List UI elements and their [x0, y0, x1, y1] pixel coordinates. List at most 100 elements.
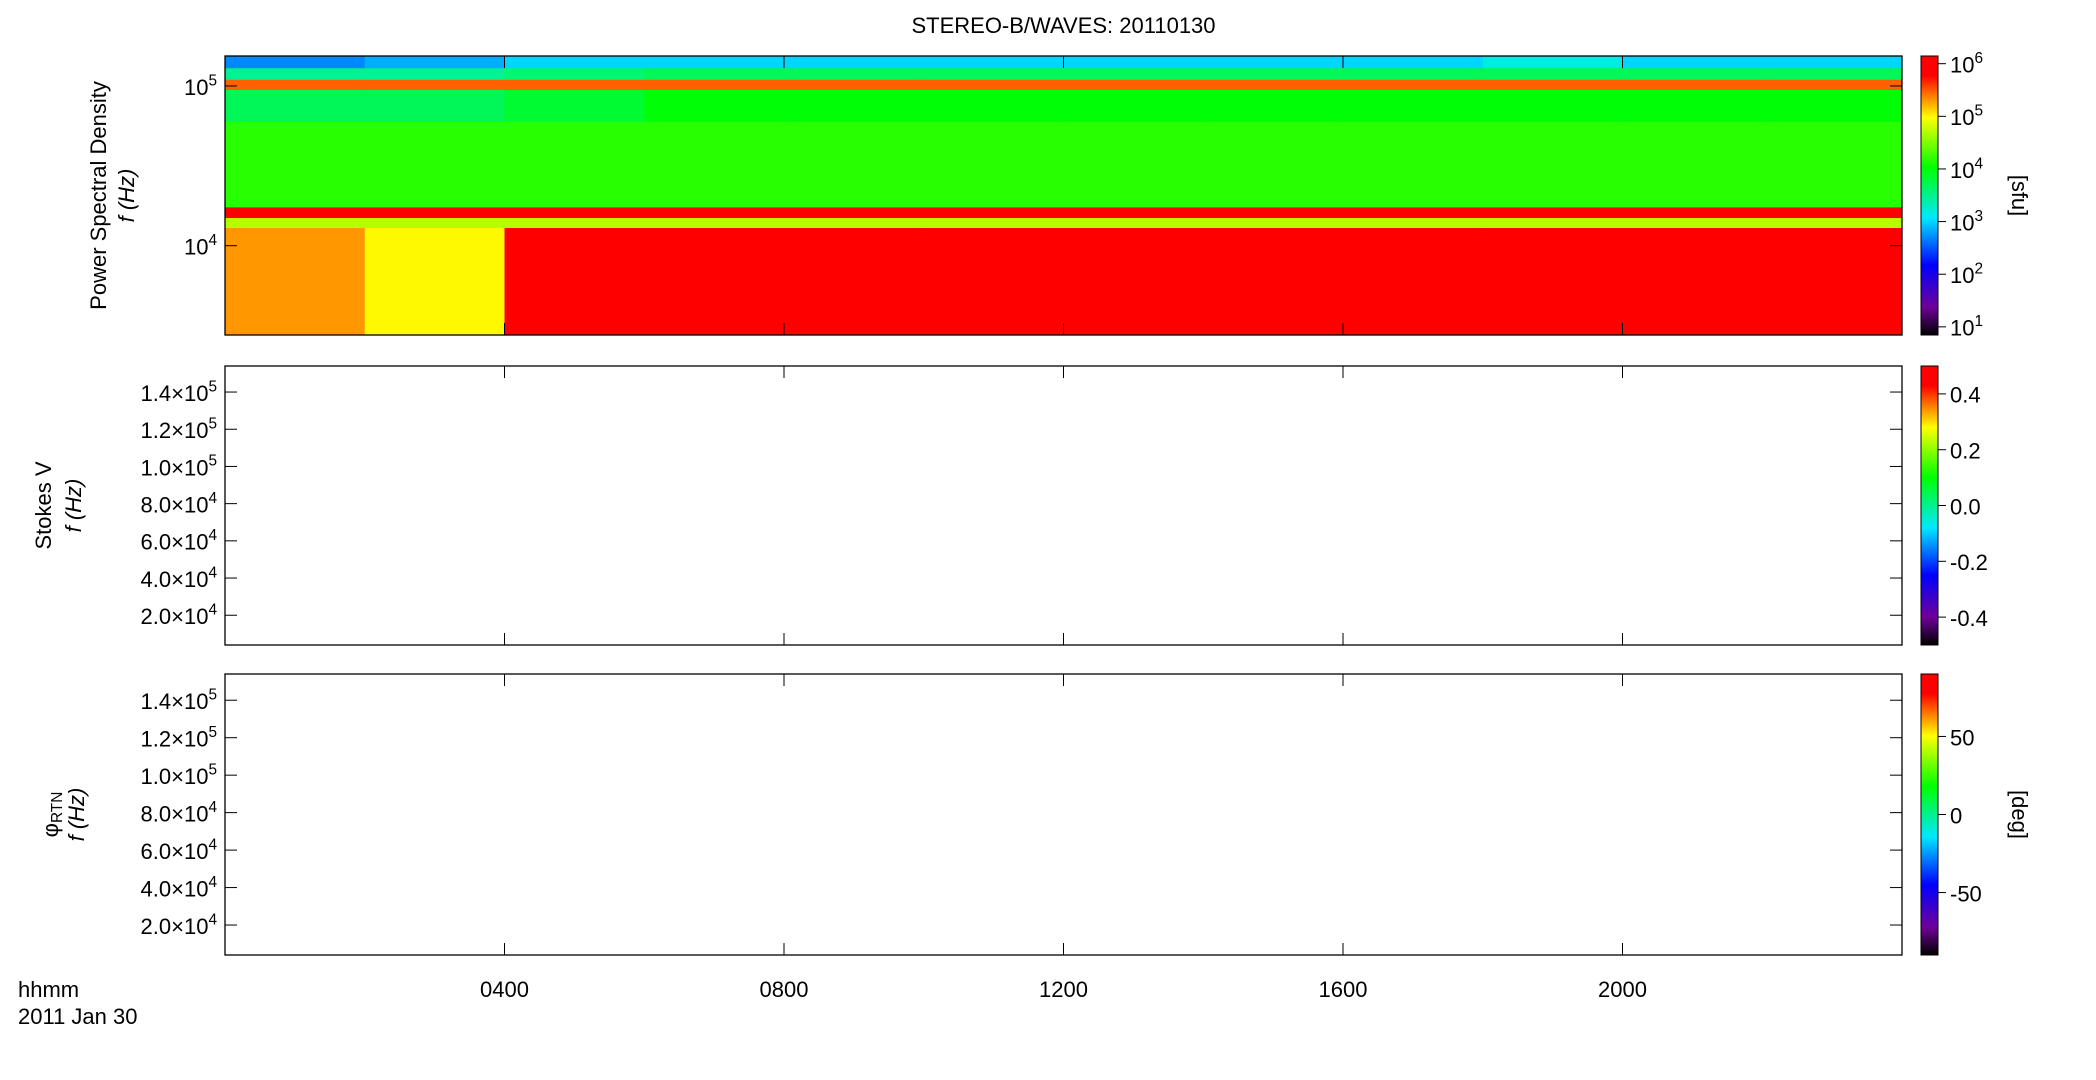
heatmap-cell	[1482, 56, 1623, 69]
y-tick-label: 2.0×104	[141, 602, 218, 629]
colorbar-tick-label: 106	[1950, 50, 1983, 77]
colorbar-tick-label: 0.2	[1950, 439, 1981, 464]
x-tick-label: 0400	[480, 977, 529, 1002]
y-tick-label: 1.0×105	[141, 762, 217, 789]
heatmap-cell	[1762, 227, 1903, 336]
heatmap-cell	[225, 227, 366, 336]
colorbar-label: [deg]	[2007, 790, 2032, 839]
heatmap-cell	[504, 67, 645, 80]
heatmap-cell	[1203, 206, 1344, 219]
colorbar-tick-label: 101	[1950, 313, 1983, 340]
y-tick-label: 6.0×104	[141, 527, 218, 554]
y-tick-label: 1.4×105	[141, 378, 217, 405]
x-axis-label: hhmm	[18, 977, 79, 1002]
heatmap-cell	[1482, 79, 1623, 91]
heatmap-cell	[644, 217, 785, 228]
chart-title: STEREO-B/WAVES: 20110130	[911, 13, 1215, 38]
colorbar-tick-label: -50	[1950, 881, 1982, 906]
y-tick-label: 1.0×105	[141, 453, 217, 480]
heatmap-cell	[1622, 206, 1763, 219]
heatmap-cell	[1063, 67, 1204, 80]
heatmap-cell	[1762, 217, 1903, 228]
y-tick-label: 105	[184, 72, 217, 99]
heatmap-cell	[1762, 89, 1903, 122]
heatmap-cell	[504, 56, 645, 69]
colorbar-tick-label: -0.4	[1950, 606, 1988, 631]
heatmap-cell	[364, 89, 505, 122]
y-tick-label: 2.0×104	[141, 911, 218, 938]
date-label: 2011 Jan 30	[18, 1004, 137, 1029]
heatmap-cell	[1762, 206, 1903, 219]
colorbar-tick-label: 0.0	[1950, 494, 1981, 519]
heatmap-cell	[784, 67, 925, 80]
heatmap-cell	[644, 89, 785, 122]
heatmap-cell	[923, 121, 1064, 208]
heatmap-cell	[923, 79, 1064, 91]
heatmap-cell	[504, 217, 645, 228]
heatmap-cell	[1343, 56, 1484, 69]
y-tick-label: 1.4×105	[141, 687, 217, 714]
heatmap-cell	[644, 227, 785, 336]
heatmap-cell	[1622, 217, 1763, 228]
heatmap-cell	[504, 227, 645, 336]
heatmap-cell	[923, 56, 1064, 69]
heatmap-cell	[1622, 227, 1763, 336]
y-tick-label: 1.2×105	[141, 416, 217, 443]
heatmap-cell	[225, 121, 366, 208]
heatmap-cell	[1762, 56, 1903, 69]
plot-frame	[224, 673, 1903, 956]
heatmap-cell	[1343, 67, 1484, 80]
colorbar-tick-label: 105	[1950, 103, 1983, 130]
heatmap-cell	[1482, 121, 1623, 208]
heatmap-cell	[784, 227, 925, 336]
heatmap-cell	[644, 206, 785, 219]
y-axis-label: f (Hz)	[114, 169, 139, 223]
heatmap-cell	[1063, 56, 1204, 69]
heatmap-cell	[784, 89, 925, 122]
heatmap-cell	[364, 121, 505, 208]
heatmap-cell	[1482, 227, 1623, 336]
y-tick-label: 4.0×104	[141, 564, 218, 591]
y-axis-label: φRTN	[38, 792, 66, 838]
colorbar-tick-label: 0	[1950, 803, 1962, 828]
heatmap-cell	[784, 217, 925, 228]
x-tick-label: 1600	[1319, 977, 1368, 1002]
heatmap-cell	[225, 67, 366, 80]
heatmap-cell	[1343, 89, 1484, 122]
heatmap-cell	[1482, 67, 1623, 80]
heatmap-cell	[644, 79, 785, 91]
heatmap-cell	[1343, 227, 1484, 336]
colorbar	[1920, 55, 1939, 336]
heatmap-cell	[504, 206, 645, 219]
heatmap-cell	[784, 56, 925, 69]
heatmap-cell	[1343, 79, 1484, 91]
heatmap-cell	[1762, 79, 1903, 91]
heatmap-cell	[1343, 217, 1484, 228]
heatmap-cell	[364, 217, 505, 228]
heatmap-cell	[1482, 206, 1623, 219]
heatmap-cell	[1762, 67, 1903, 80]
heatmap-cell	[1203, 89, 1344, 122]
heatmap-cell	[225, 206, 366, 219]
heatmap-cell	[1343, 121, 1484, 208]
heatmap-cell	[923, 89, 1064, 122]
heatmap-cell	[1622, 89, 1763, 122]
colorbar-tick-label: -0.2	[1950, 550, 1988, 575]
heatmap-cell	[1063, 217, 1204, 228]
colorbar-label: [sfu]	[2007, 175, 2032, 217]
y-tick-label: 8.0×104	[141, 799, 218, 826]
heatmap-cell	[644, 121, 785, 208]
colorbar	[1920, 365, 1939, 646]
heatmap-cell	[1343, 206, 1484, 219]
y-tick-label: 104	[184, 232, 217, 259]
heatmap-cell	[1482, 217, 1623, 228]
heatmap-cell	[1063, 121, 1204, 208]
heatmap-cell	[504, 79, 645, 91]
heatmap-cell	[1622, 121, 1763, 208]
heatmap-cell	[1203, 121, 1344, 208]
x-tick-label: 2000	[1598, 977, 1647, 1002]
heatmap-cell	[1482, 89, 1623, 122]
heatmap-cell	[1203, 67, 1344, 80]
